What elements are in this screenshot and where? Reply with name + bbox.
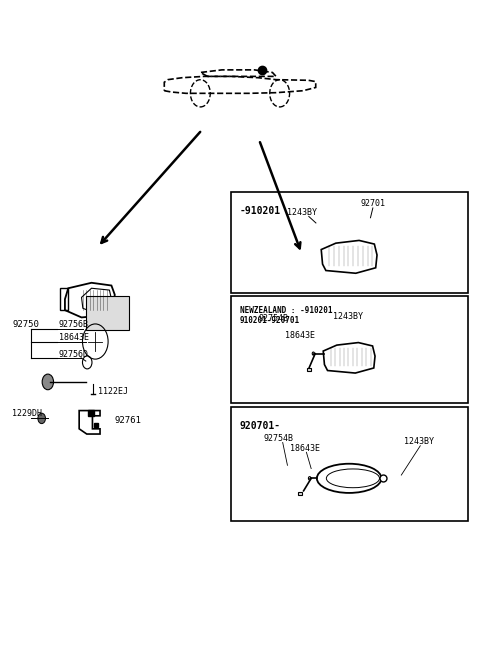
Text: 1122EJ: 1122EJ <box>97 386 128 396</box>
Bar <box>113 298 118 303</box>
Text: 1243BY: 1243BY <box>333 311 362 321</box>
Text: 92756B: 92756B <box>59 320 89 329</box>
Text: 92750: 92750 <box>12 319 39 328</box>
Bar <box>86 296 129 330</box>
Text: 92754B: 92754B <box>264 434 294 443</box>
Text: 92756D: 92756D <box>59 350 89 359</box>
Bar <box>60 288 68 310</box>
Bar <box>298 491 301 495</box>
Text: -910201: -910201 <box>240 206 281 216</box>
Text: NEWZEALAND : -910201
910201-920701: NEWZEALAND : -910201 910201-920701 <box>240 306 333 325</box>
Text: 18643E: 18643E <box>290 444 320 453</box>
Bar <box>307 367 311 371</box>
Bar <box>230 192 468 292</box>
Text: 920701-: 920701- <box>240 421 281 431</box>
Bar <box>230 407 468 521</box>
Text: 18643E: 18643E <box>285 330 315 340</box>
Text: 1243BY: 1243BY <box>288 208 317 217</box>
Text: 18643E: 18643E <box>59 333 89 342</box>
Text: 92754B: 92754B <box>259 313 289 323</box>
Text: 92761: 92761 <box>114 416 141 425</box>
Text: 92701: 92701 <box>361 199 386 208</box>
Circle shape <box>38 413 46 424</box>
Bar <box>230 296 468 403</box>
Text: 1243BY: 1243BY <box>404 438 434 447</box>
Circle shape <box>42 374 54 390</box>
Text: 1229DH: 1229DH <box>12 409 42 419</box>
